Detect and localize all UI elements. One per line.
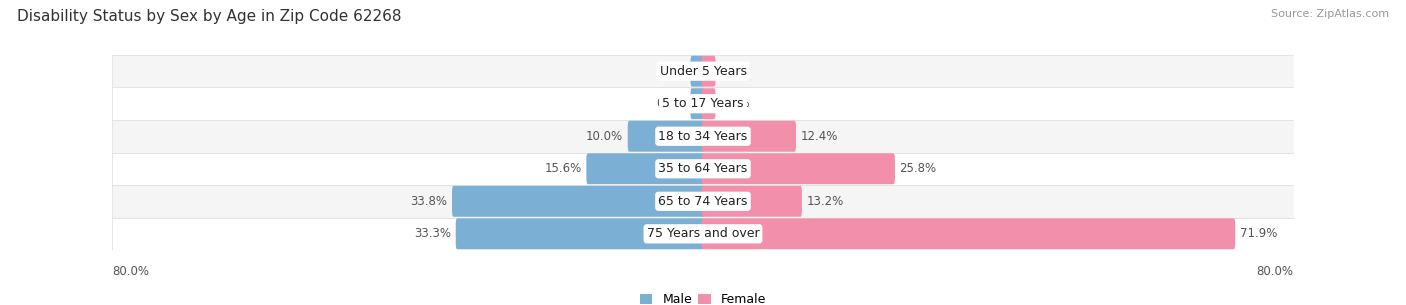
FancyBboxPatch shape	[112, 185, 1294, 217]
Text: 33.8%: 33.8%	[411, 195, 447, 208]
FancyBboxPatch shape	[702, 88, 716, 119]
Text: 18 to 34 Years: 18 to 34 Years	[658, 130, 748, 143]
Text: 65 to 74 Years: 65 to 74 Years	[658, 195, 748, 208]
Text: 35 to 64 Years: 35 to 64 Years	[658, 162, 748, 175]
Text: 5 to 17 Years: 5 to 17 Years	[662, 97, 744, 110]
Text: 0.0%: 0.0%	[657, 97, 686, 110]
FancyBboxPatch shape	[112, 152, 1294, 185]
FancyBboxPatch shape	[690, 88, 704, 119]
Text: Under 5 Years: Under 5 Years	[659, 65, 747, 78]
FancyBboxPatch shape	[702, 218, 1236, 249]
Text: 71.9%: 71.9%	[1240, 227, 1277, 240]
Text: 13.2%: 13.2%	[807, 195, 844, 208]
FancyBboxPatch shape	[702, 153, 896, 184]
Text: 10.0%: 10.0%	[586, 130, 623, 143]
FancyBboxPatch shape	[690, 56, 704, 87]
FancyBboxPatch shape	[627, 121, 704, 152]
FancyBboxPatch shape	[112, 217, 1294, 250]
Legend: Male, Female: Male, Female	[640, 293, 766, 305]
Text: Disability Status by Sex by Age in Zip Code 62268: Disability Status by Sex by Age in Zip C…	[17, 9, 401, 24]
FancyBboxPatch shape	[456, 218, 704, 249]
FancyBboxPatch shape	[112, 88, 1294, 120]
Text: 0.0%: 0.0%	[720, 65, 749, 78]
Text: 80.0%: 80.0%	[112, 265, 149, 278]
FancyBboxPatch shape	[586, 153, 704, 184]
Text: 0.0%: 0.0%	[720, 97, 749, 110]
FancyBboxPatch shape	[702, 121, 796, 152]
Text: 0.0%: 0.0%	[657, 65, 686, 78]
FancyBboxPatch shape	[112, 55, 1294, 88]
FancyBboxPatch shape	[112, 120, 1294, 152]
FancyBboxPatch shape	[453, 186, 704, 217]
FancyBboxPatch shape	[702, 186, 801, 217]
FancyBboxPatch shape	[702, 56, 716, 87]
Text: 25.8%: 25.8%	[900, 162, 936, 175]
Text: 15.6%: 15.6%	[544, 162, 582, 175]
Text: 12.4%: 12.4%	[800, 130, 838, 143]
Text: 33.3%: 33.3%	[415, 227, 451, 240]
Text: 75 Years and over: 75 Years and over	[647, 227, 759, 240]
Text: 80.0%: 80.0%	[1257, 265, 1294, 278]
Text: Source: ZipAtlas.com: Source: ZipAtlas.com	[1271, 9, 1389, 19]
